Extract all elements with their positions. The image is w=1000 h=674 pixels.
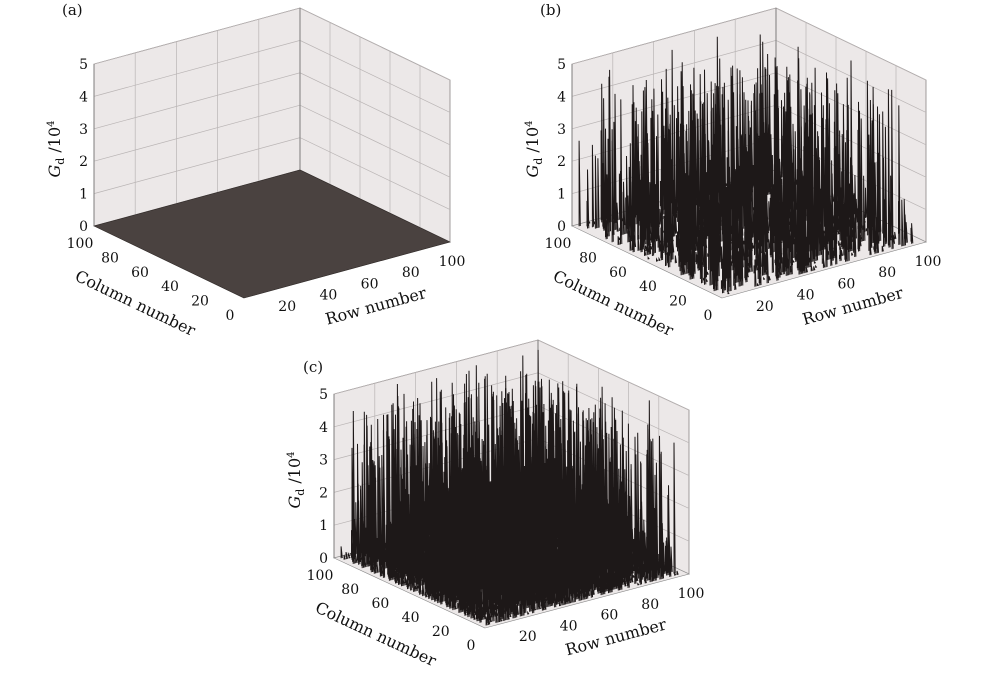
surface-mesh	[340, 349, 679, 626]
y-tick-label: 100	[67, 236, 94, 252]
y-tick-label: 80	[101, 250, 119, 266]
panel-label: (a)	[62, 1, 83, 19]
x-tick-label: 40	[797, 288, 815, 304]
z-tick-label: 1	[319, 518, 328, 534]
y-tick-label: 80	[341, 582, 359, 598]
x-tick-label: 80	[402, 265, 420, 281]
z-tick-label: 4	[319, 420, 328, 436]
x-tick-label: 60	[600, 608, 618, 624]
x-tick-label: 40	[560, 618, 578, 634]
panel-label: (c)	[303, 358, 323, 376]
y-tick-label: 40	[639, 279, 657, 295]
y-tick-label: 60	[131, 265, 149, 281]
z-tick-label: 3	[557, 122, 566, 138]
x-tick-label: 80	[641, 597, 659, 613]
x-tick-label: 100	[439, 254, 466, 270]
x-tick-label: 60	[361, 276, 379, 292]
z-tick-label: 0	[557, 219, 566, 235]
z-tick-label: 5	[557, 57, 566, 73]
y-tick-label: 100	[545, 236, 572, 252]
y-tick-label: 0	[467, 638, 476, 654]
z-tick-label: 0	[79, 219, 88, 235]
x-tick-label: 100	[915, 254, 942, 270]
x-tick-label: 20	[519, 629, 537, 645]
x-tick-label: 20	[756, 299, 774, 315]
surface-mesh	[578, 34, 914, 295]
z-tick-label: 5	[319, 387, 328, 403]
z-tick-label: 0	[319, 551, 328, 567]
z-tick-label: 4	[557, 89, 566, 105]
y-tick-label: 20	[191, 294, 209, 310]
surface-floor	[93, 169, 451, 299]
z-tick-label: 1	[557, 187, 566, 203]
z-tick-label: 3	[319, 453, 328, 469]
x-tick-label: 60	[837, 276, 855, 292]
y-tick-label: 20	[432, 624, 450, 640]
z-axis-label: Gd /104	[45, 120, 67, 177]
surface-spikes	[578, 34, 914, 295]
z-tick-label: 5	[79, 57, 88, 73]
x-tick-label: 80	[878, 265, 896, 281]
y-tick-label: 40	[402, 610, 420, 626]
y-tick-label: 60	[609, 265, 627, 281]
surface-spikes	[340, 349, 679, 626]
x-tick-label: 100	[678, 586, 705, 602]
y-tick-label: 0	[226, 308, 235, 324]
y-tick-label: 100	[307, 568, 334, 584]
y-tick-label: 0	[704, 308, 713, 324]
x-tick-label: 20	[278, 299, 296, 315]
y-tick-label: 20	[669, 294, 687, 310]
y-tick-label: 40	[161, 279, 179, 295]
z-axis-label: Gd /104	[523, 120, 545, 177]
z-tick-label: 1	[79, 187, 88, 203]
z-axis-label: Gd /104	[285, 451, 307, 508]
z-tick-label: 2	[557, 154, 566, 170]
y-tick-label: 60	[371, 596, 389, 612]
x-tick-label: 40	[319, 288, 337, 304]
z-tick-label: 4	[79, 89, 88, 105]
panel-label: (b)	[540, 1, 561, 19]
z-tick-label: 3	[79, 122, 88, 138]
z-tick-label: 2	[319, 485, 328, 501]
y-tick-label: 80	[579, 250, 597, 266]
z-tick-label: 2	[79, 154, 88, 170]
